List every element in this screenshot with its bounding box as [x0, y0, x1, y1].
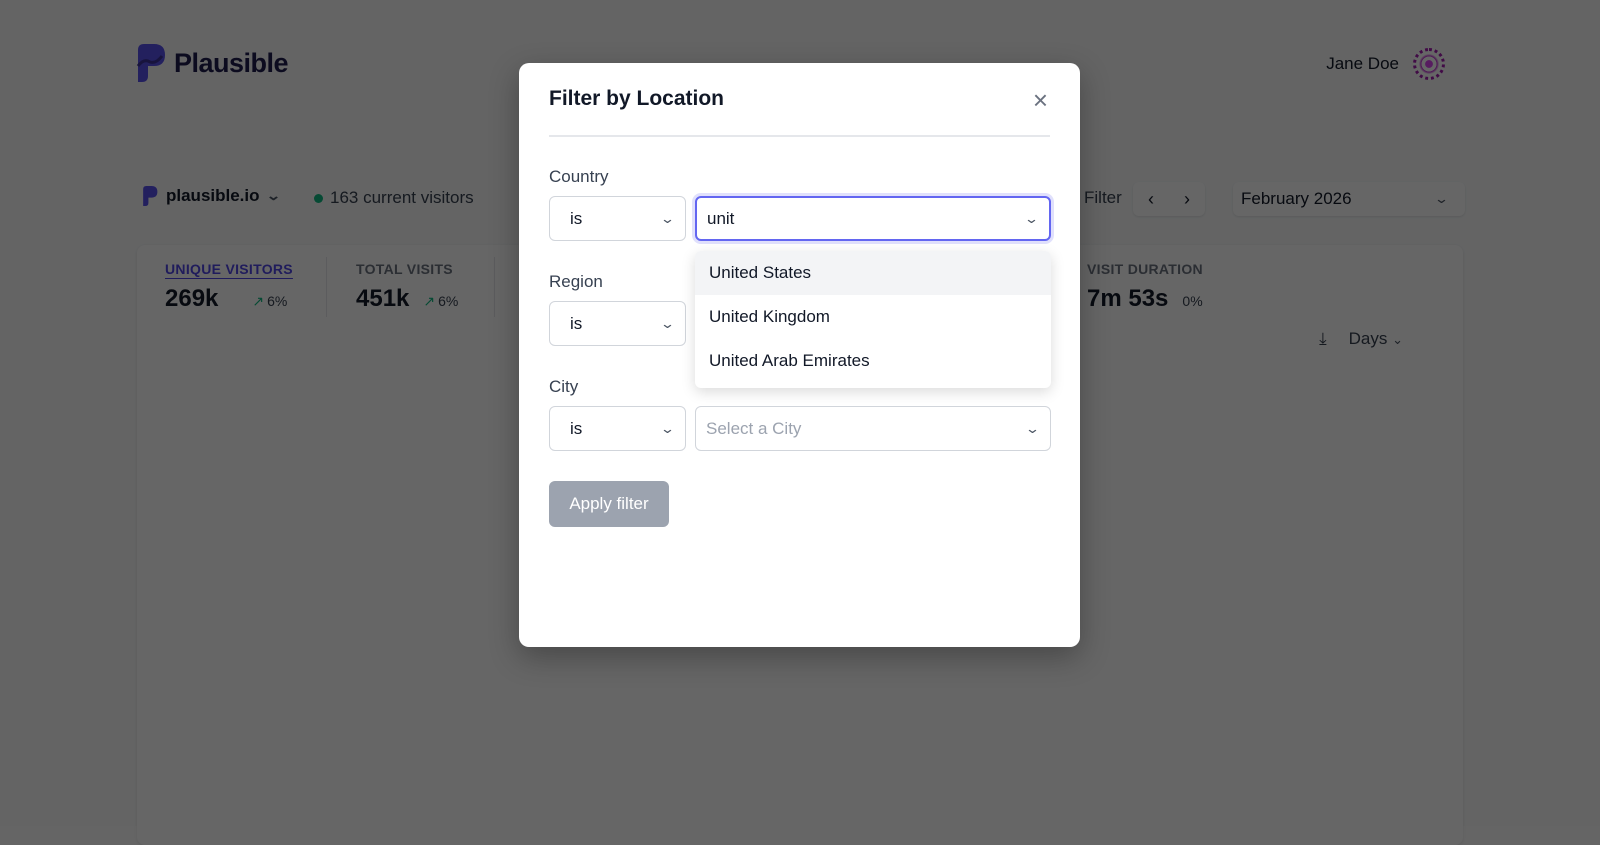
- operator-value: is: [570, 418, 583, 438]
- filter-button[interactable]: Filter: [1084, 188, 1122, 207]
- interval-label: Days: [1348, 329, 1388, 348]
- chevron-down-icon: ⌄: [1023, 210, 1040, 226]
- plausible-logo[interactable]: Plausible: [136, 44, 289, 82]
- city-input[interactable]: Select a City ⌄: [695, 406, 1051, 451]
- arrow-up-right-icon: ↗: [252, 293, 265, 309]
- metric-unique-visitors[interactable]: UNIQUE VISITORS 269k ↗ 6%: [165, 261, 293, 313]
- download-icon[interactable]: ⤓: [1319, 329, 1327, 348]
- metric-value: 7m 53s: [1087, 285, 1169, 312]
- site-favicon-icon: [143, 186, 158, 206]
- metric-label: VISIT DURATION: [1087, 261, 1203, 277]
- current-visitors-text: 163 current visitors: [330, 188, 474, 207]
- city-placeholder: Select a City: [706, 418, 802, 438]
- country-suggestions: United States United Kingdom United Arab…: [695, 251, 1051, 388]
- user-name: Jane Doe: [1326, 54, 1399, 73]
- close-icon[interactable]: ×: [1032, 85, 1048, 115]
- metric-change: 0%: [1182, 293, 1203, 309]
- period-label: February 2026: [1241, 189, 1352, 208]
- country-label: Country: [549, 167, 609, 186]
- chevron-down-icon: ⌄: [1024, 420, 1041, 436]
- divider: [494, 257, 495, 317]
- chevron-down-icon: ⌄: [659, 210, 676, 226]
- chevron-down-icon: ⌄: [265, 188, 281, 203]
- metric-label: TOTAL VISITS: [356, 261, 453, 277]
- divider: [549, 135, 1050, 137]
- site-domain: plausible.io: [166, 186, 260, 205]
- region-operator-select[interactable]: is ⌄: [549, 301, 686, 346]
- chart-controls: ⤓ Days ⌄: [1319, 329, 1403, 349]
- user-menu[interactable]: Jane Doe: [1326, 48, 1445, 80]
- live-dot-icon: [314, 193, 323, 203]
- suggestion-option[interactable]: United Kingdom: [709, 307, 830, 326]
- current-visitors[interactable]: 163 current visitors: [314, 188, 474, 208]
- chevron-down-icon: ⌄: [1433, 191, 1450, 206]
- country-operator-select[interactable]: is ⌄: [549, 196, 686, 241]
- metric-total-visits[interactable]: TOTAL VISITS 451k ↗ 6%: [356, 261, 458, 313]
- avatar: [1413, 48, 1445, 80]
- chevron-left-icon[interactable]: ‹: [1148, 188, 1154, 209]
- suggestion-option[interactable]: United States: [695, 251, 1051, 295]
- chevron-down-icon: ⌄: [1392, 332, 1403, 347]
- interval-select[interactable]: Days ⌄: [1349, 329, 1403, 349]
- arrow-up-right-icon: ↗: [423, 293, 436, 309]
- metric-change: 6%: [267, 293, 288, 309]
- country-input-value: unit: [707, 208, 735, 228]
- brand-name: Plausible: [174, 47, 289, 78]
- divider: [326, 257, 327, 317]
- metric-visit-duration[interactable]: VISIT DURATION 7m 53s 0%: [1087, 261, 1203, 313]
- period-picker[interactable]: February 2026 ⌄: [1233, 182, 1465, 216]
- region-label: Region: [549, 272, 603, 291]
- operator-value: is: [570, 313, 583, 333]
- metric-value: 451k: [356, 285, 410, 312]
- country-input[interactable]: unit ⌄: [695, 196, 1051, 241]
- metric-change: 6%: [438, 293, 459, 309]
- chevron-down-icon: ⌄: [659, 420, 676, 436]
- apply-filter-button[interactable]: Apply filter: [549, 481, 669, 527]
- metric-value: 269k: [165, 285, 219, 312]
- plausible-logo-icon: [136, 44, 165, 82]
- filter-modal: Filter by Location × Country is ⌄ unit ⌄ R…: [519, 63, 1080, 647]
- suggestion-option[interactable]: United Arab Emirates: [709, 351, 870, 370]
- chevron-right-icon[interactable]: ›: [1184, 188, 1190, 209]
- city-operator-select[interactable]: is ⌄: [549, 406, 686, 451]
- operator-value: is: [570, 208, 583, 228]
- period-nav: ‹ ›: [1133, 182, 1205, 216]
- site-switcher[interactable]: plausible.io ⌄: [142, 186, 281, 206]
- metric-label: UNIQUE VISITORS: [165, 261, 293, 277]
- modal-title: Filter by Location: [549, 87, 725, 110]
- city-label: City: [549, 377, 579, 396]
- chevron-down-icon: ⌄: [659, 315, 676, 331]
